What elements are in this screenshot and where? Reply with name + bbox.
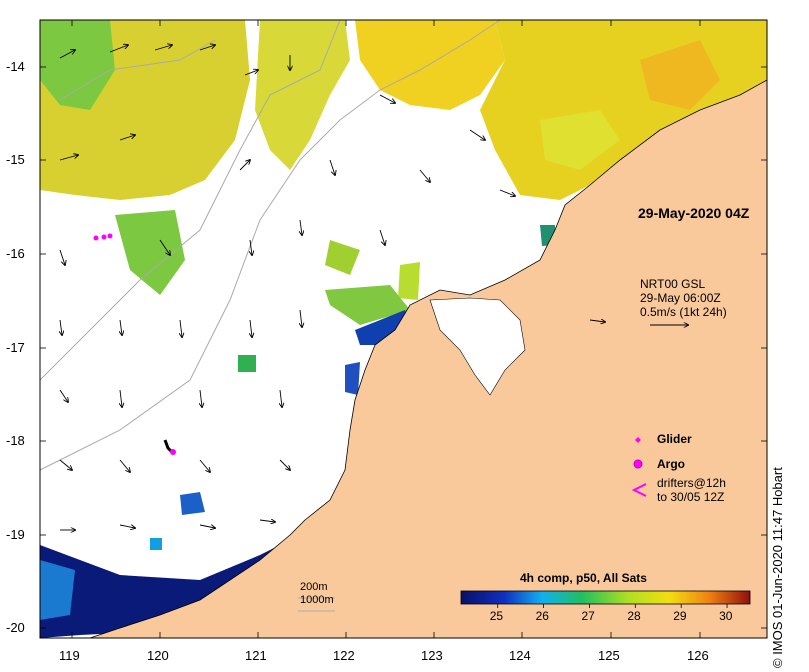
colorbar [460,590,751,608]
lon-tick-label: 125 [598,648,620,663]
lat-tick-label: -20 [6,620,25,635]
sst-cold-patches [40,310,412,638]
marker-legend-symbols [631,437,647,497]
argo-legend-icon [633,459,643,469]
lon-tick-label: 124 [509,648,531,663]
wind-legend-line2: 29-May 06:00Z [640,291,721,305]
king-sound [429,297,526,396]
wind-legend-line1: NRT00 GSL [640,277,706,291]
colorbar-title: 4h comp, p50, All Sats [520,571,647,585]
wind-vectors [60,45,688,530]
colorbar-tick-label: 27 [581,609,595,623]
map-frame [39,19,768,639]
lon-tick-label: 126 [687,648,709,663]
contour-label-200: 200m [300,581,328,593]
lon-tick-label: 121 [245,648,267,663]
colorbar-tick-label: 30 [719,609,733,623]
colorbar-tick-label: 25 [489,609,504,623]
lon-tick-label: 119 [59,648,80,663]
timestamp-label: 29-May-2020 04Z [638,205,750,221]
glider-track [163,439,176,455]
lat-tick-label: -15 [6,152,25,167]
lat-tick-label: -14 [6,59,25,74]
drifters-label-2: to 30/05 12Z [657,490,725,504]
drifters-label-1: drifters@12h [657,476,726,490]
contour-label-1000: 1000m [300,594,334,606]
credit-stamp: © IMOS 01-Jun-2020 11:47 Hobart [770,467,785,668]
argo-label: Argo [657,457,685,471]
glider-label: Glider [657,432,692,446]
lon-tick-label: 123 [421,648,443,663]
sst-warm-patches [40,20,767,372]
land-australia [89,79,768,639]
colorbar-tick-label: 29 [673,609,687,623]
bathymetry-contours [39,19,501,471]
drifter-legend-icon [631,483,647,497]
lon-tick-label: 120 [147,648,169,663]
lat-tick-label: -17 [6,340,25,355]
lon-tick-label: 122 [333,648,355,663]
argo-floats [93,233,113,241]
colorbar-tick-label: 26 [535,609,549,623]
lat-tick-label: -16 [6,246,25,261]
lat-tick-label: -18 [6,433,25,448]
glider-legend-icon [635,437,641,443]
wind-legend-line3: 0.5m/s (1kt 24h) [640,305,727,319]
colorbar-tick-label: 28 [627,609,641,623]
lat-tick-label: -19 [6,527,25,542]
